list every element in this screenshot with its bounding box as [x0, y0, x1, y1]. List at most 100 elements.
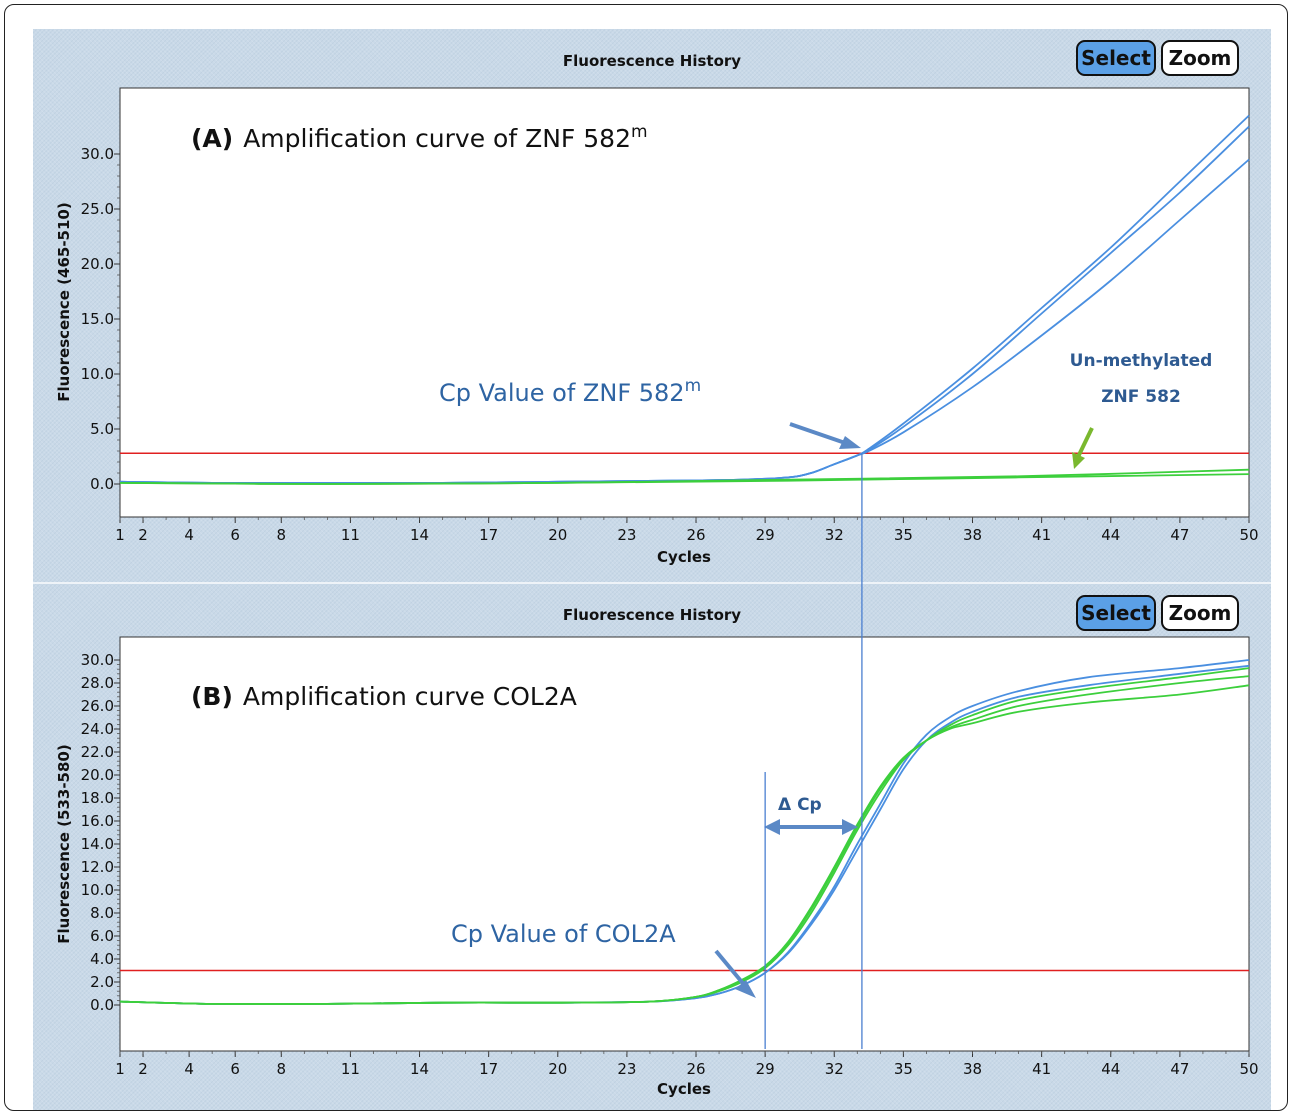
y-tick-label: 14.0	[81, 835, 114, 853]
y-tick-label: 10.0	[81, 365, 114, 383]
series-line-5	[119, 473, 1250, 485]
y-tick-label: 20.0	[81, 255, 114, 273]
select-button-a[interactable]: Select	[1076, 40, 1156, 76]
x-tick-label: 14	[410, 1060, 429, 1078]
x-tick-label: 50	[1239, 1060, 1258, 1078]
x-tick-label: 1	[115, 526, 125, 544]
x-tick-label: 4	[184, 526, 194, 544]
y-tick-label: 28.0	[81, 674, 114, 692]
x-tick-label: 32	[825, 1060, 844, 1078]
y-tick-label: 0.0	[90, 475, 114, 493]
y-axis-label-b: Fluorescence (533-580)	[55, 744, 73, 943]
cp-arrowhead-b	[735, 980, 756, 998]
y-tick-label: 5.0	[90, 420, 114, 438]
delta-cp-arrowhead-left	[764, 819, 780, 835]
curve-title-b: (B) Amplification curve COL2A	[191, 682, 577, 711]
plot-area-a	[119, 87, 1250, 518]
unmethylated-arrow	[1076, 427, 1094, 458]
x-tick-label: 6	[230, 526, 240, 544]
y-tick-label: 30.0	[81, 651, 114, 669]
y-tick-label: 26.0	[81, 697, 114, 715]
y-tick-label: 15.0	[81, 310, 114, 328]
y-tick-label: 24.0	[81, 720, 114, 738]
zoom-button-a[interactable]: Zoom	[1161, 40, 1239, 76]
y-tick-label: 6.0	[90, 927, 114, 945]
unmethylated-arrowhead	[1072, 452, 1085, 469]
window-title-b: Fluorescence History	[562, 606, 742, 624]
x-tick-label: 17	[479, 1060, 498, 1078]
y-tick-label: 4.0	[90, 950, 114, 968]
series-b	[119, 659, 1250, 1005]
x-tick-label: 6	[230, 1060, 240, 1078]
y-ticks-a: 0.0 5.0 10.0 15.0 20.0 25.0 30.0	[81, 145, 120, 493]
cp-arrowhead-a	[839, 436, 861, 449]
y-tick-label: 20.0	[81, 766, 114, 784]
x-tick-label: 29	[756, 1060, 775, 1078]
y-tick-label: 8.0	[90, 904, 114, 922]
y-ticks-b: 0.0 2.0 4.0 6.0 8.0 10.0 12.0 14.0 16.0 18.0 20.0 2…	[81, 651, 120, 1014]
delta-cp-label: Δ Cp	[778, 795, 822, 815]
cp-arrow-b	[714, 949, 748, 989]
x-tick-label: 26	[686, 526, 705, 544]
y-tick-label: 0.0	[90, 996, 114, 1014]
x-tick-label: 47	[1170, 1060, 1189, 1078]
y-tick-label: 16.0	[81, 812, 114, 830]
x-tick-label: 2	[138, 1060, 148, 1078]
delta-cp-arrowhead-right	[842, 819, 858, 835]
x-axis-label-b: Cycles	[657, 1080, 711, 1098]
x-tick-label: 38	[963, 1060, 982, 1078]
series-a	[119, 114, 1250, 485]
x-tick-label: 44	[1101, 526, 1120, 544]
series-line-5	[119, 667, 1250, 1005]
cp-label-b: Cp Value of COL2A	[451, 920, 676, 948]
y-tick-label: 25.0	[81, 200, 114, 218]
x-tick-label: 14	[410, 526, 429, 544]
x-tick-label: 35	[894, 1060, 913, 1078]
y-tick-label: 12.0	[81, 858, 114, 876]
figure-frame: Fluorescence History Select Zoom 0.0 5.0 1…	[4, 4, 1288, 1111]
x-tick-label: 1	[115, 1060, 125, 1078]
x-tick-label: 41	[1032, 1060, 1051, 1078]
x-tick-label: 23	[617, 526, 636, 544]
x-tick-label: 23	[617, 1060, 636, 1078]
x-tick-label: 41	[1032, 526, 1051, 544]
chart-b: 0.0 2.0 4.0 6.0 8.0 10.0 12.0 14.0 16.0 18.0 20.0 2…	[55, 636, 1259, 1098]
x-tick-label: 20	[548, 526, 567, 544]
y-axis-label-a: Fluorescence (465-510)	[55, 202, 73, 401]
select-button-b[interactable]: Select	[1076, 595, 1156, 631]
x-tick-label: 4	[184, 1060, 194, 1078]
y-tick-label: 22.0	[81, 743, 114, 761]
y-tick-label: 18.0	[81, 789, 114, 807]
x-tick-label: 50	[1239, 526, 1258, 544]
x-tick-label: 29	[756, 526, 775, 544]
x-ticks-a: 1 2 4 6 8 11 14 17 20 23 26 29 32 35 38 41 44 47 50	[115, 517, 1259, 544]
x-tick-label: 26	[686, 1060, 705, 1078]
x-tick-label: 2	[138, 526, 148, 544]
unmethylated-label-line2: ZNF 582	[1101, 387, 1181, 407]
chart-a: 0.0 5.0 10.0 15.0 20.0 25.0 30.0 1 2 4 6 8 11 14 17 20…	[55, 87, 1259, 566]
unmethylated-label-line1: Un-methylated	[1070, 351, 1213, 371]
x-tick-label: 11	[341, 1060, 360, 1078]
curve-title-a: (A) Amplification curve of ZNF 582m	[191, 122, 648, 153]
x-tick-label: 11	[341, 526, 360, 544]
panel-a: Fluorescence History Select Zoom 0.0 5.0 1…	[33, 29, 1271, 582]
x-tick-label: 17	[479, 526, 498, 544]
x-tick-label: 47	[1170, 526, 1189, 544]
x-tick-label: 38	[963, 526, 982, 544]
cp-label-a: Cp Value of ZNF 582m	[439, 376, 701, 407]
x-tick-label: 44	[1101, 1060, 1120, 1078]
zoom-button-b[interactable]: Zoom	[1161, 595, 1239, 631]
x-ticks-b: 1 2 4 6 8 11 14 17 20 23 26 29 32 35 38 41 44 47 50	[115, 1051, 1259, 1078]
x-axis-label-a: Cycles	[657, 548, 711, 566]
x-tick-label: 8	[277, 1060, 287, 1078]
x-tick-label: 35	[894, 526, 913, 544]
y-minor-ticks-a	[117, 153, 120, 485]
cp-arrow-a	[789, 422, 852, 447]
y-tick-label: 2.0	[90, 973, 114, 991]
window-title-a: Fluorescence History	[562, 52, 742, 70]
x-tick-label: 20	[548, 1060, 567, 1078]
y-tick-label: 10.0	[81, 881, 114, 899]
y-tick-label: 30.0	[81, 145, 114, 163]
panel-b: Fluorescence History Select Zoom 0.0 2.0 4…	[33, 582, 1271, 1110]
x-tick-label: 32	[825, 526, 844, 544]
